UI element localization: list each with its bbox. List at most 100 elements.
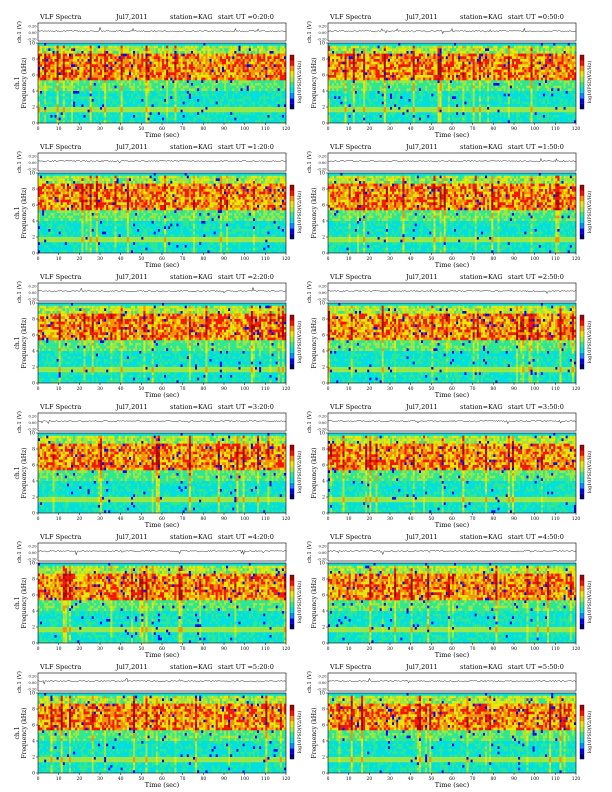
heatmap-cell (236, 59, 238, 62)
heatmap-cell (127, 59, 129, 62)
heatmap-cell (282, 62, 284, 65)
heatmap-cell (172, 59, 174, 62)
heatmap-cell (199, 46, 201, 49)
heatmap-cell (42, 54, 44, 57)
heatmap-cell (210, 54, 212, 57)
heatmap-cell (48, 62, 50, 65)
heatmap-cell (73, 48, 75, 51)
heatmap-cell (110, 62, 112, 65)
heatmap-cell (241, 59, 243, 62)
heatmap-cell (141, 56, 143, 59)
heatmap-cell (114, 46, 116, 49)
heatmap-cell (79, 54, 81, 57)
heatmap-cell (154, 62, 156, 65)
heatmap-cell (195, 54, 197, 57)
heatmap-cell (245, 62, 247, 65)
heatmap-cell (236, 46, 238, 49)
heatmap-cell (104, 46, 106, 49)
heatmap-cell (158, 48, 160, 51)
heatmap-cell (280, 62, 282, 65)
heatmap-cell (232, 48, 234, 51)
heatmap-cell (172, 43, 174, 46)
heatmap-cell (156, 59, 158, 62)
heatmap-cell (148, 46, 150, 49)
heatmap-cell (88, 48, 90, 51)
heatmap-cell (216, 46, 218, 49)
heatmap-cell (125, 56, 127, 59)
heatmap-cell (102, 64, 104, 67)
heatmap-cell (160, 43, 162, 46)
heatmap-cell (174, 54, 176, 57)
heatmap-cell (181, 43, 183, 46)
heatmap-cell (269, 62, 271, 65)
heatmap-cell (210, 56, 212, 59)
heatmap-cell (255, 62, 257, 65)
heatmap-cell (90, 59, 92, 62)
heatmap-cell (203, 48, 205, 51)
heatmap-cell (191, 43, 193, 46)
heatmap-cell (218, 59, 220, 62)
heatmap-cell (267, 56, 269, 59)
heatmap-cell (61, 54, 63, 57)
heatmap-cell (108, 59, 110, 62)
heatmap-cell (67, 62, 69, 65)
heatmap-cell (230, 56, 232, 59)
heatmap-cell (197, 54, 199, 57)
heatmap-cell (63, 46, 65, 49)
heatmap-cell (168, 62, 170, 65)
heatmap-cell (228, 48, 230, 51)
heatmap-cell (195, 59, 197, 62)
heatmap-cell (108, 51, 110, 54)
heatmap-cell (137, 54, 139, 57)
heatmap-cell (86, 54, 88, 57)
heatmap-cell (214, 46, 216, 49)
heatmap-cell (46, 43, 48, 46)
heatmap-cell (71, 56, 73, 59)
heatmap-cell (75, 48, 77, 51)
heatmap-cell (156, 51, 158, 54)
heatmap-cell (131, 48, 133, 51)
heatmap-cell (199, 54, 201, 57)
heatmap-cell (79, 62, 81, 65)
heatmap-cell (129, 46, 131, 49)
heatmap-cell (42, 56, 44, 59)
heatmap-cell (117, 54, 119, 57)
heatmap-cell (52, 43, 54, 46)
heatmap-cell (156, 62, 158, 65)
heatmap-cell (212, 62, 214, 65)
heatmap-cell (143, 59, 145, 62)
heatmap-cell (162, 62, 164, 65)
heatmap-cell (100, 51, 102, 54)
heatmap-cell (183, 46, 185, 49)
heatmap-cell (106, 56, 108, 59)
heatmap-cell (40, 43, 42, 46)
heatmap-cell (48, 43, 50, 46)
heatmap-cell (55, 43, 57, 46)
heatmap-cell (86, 46, 88, 49)
heatmap-cell (137, 62, 139, 65)
heatmap-cell (141, 48, 143, 51)
heatmap-cell (119, 56, 121, 59)
heatmap-cell (129, 56, 131, 59)
heatmap-cell (276, 48, 278, 51)
heatmap-cell (81, 56, 83, 59)
heatmap-cell (125, 43, 127, 46)
heatmap-cell (133, 46, 135, 49)
heatmap-cell (201, 62, 203, 65)
heatmap-cell (133, 54, 135, 57)
heatmap-cell (90, 54, 92, 57)
heatmap-cell (272, 54, 274, 57)
heatmap-cell (191, 59, 193, 62)
heatmap-cell (193, 48, 195, 51)
heatmap-cell (162, 59, 164, 62)
heatmap-cell (73, 62, 75, 65)
heatmap-cell (114, 51, 116, 54)
heatmap-cell (102, 62, 104, 65)
heatmap-cell (63, 64, 65, 67)
heatmap-cell (170, 54, 172, 57)
heatmap-cell (166, 59, 168, 62)
heatmap-cell (269, 46, 271, 49)
heatmap-cell (170, 59, 172, 62)
heatmap-cell (195, 43, 197, 46)
heatmap-cell (195, 48, 197, 51)
